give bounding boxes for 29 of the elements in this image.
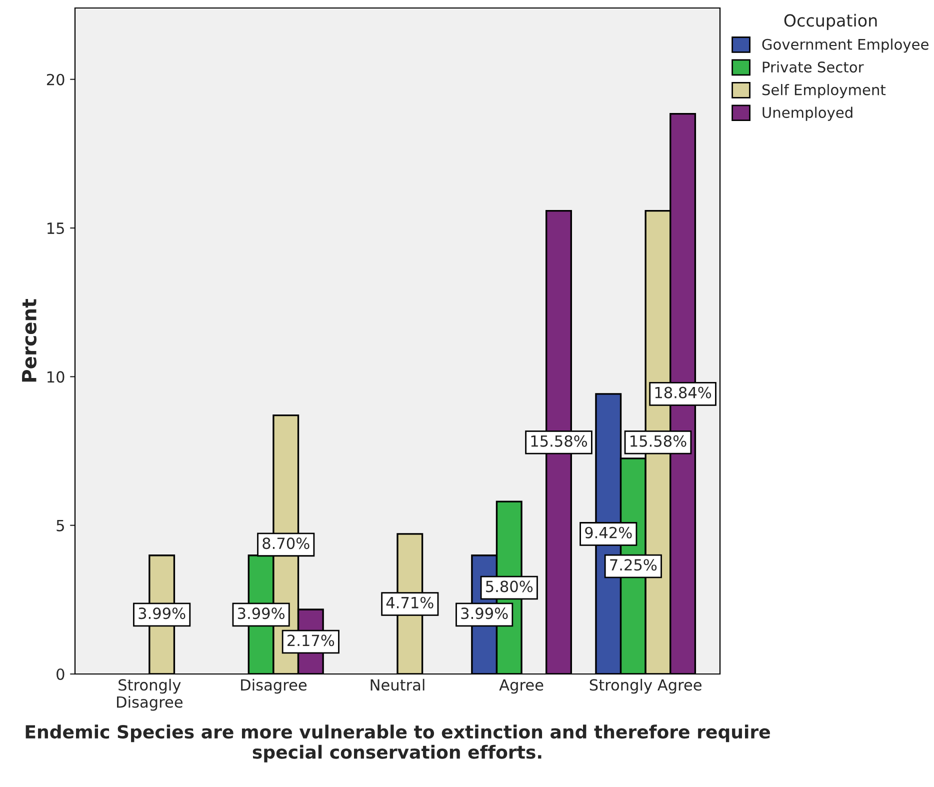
x-tick-label: Disagree	[241, 678, 307, 694]
data-label: 18.84%	[655, 386, 712, 398]
data-label: 3.99%	[461, 608, 508, 620]
data-label: 3.99%	[238, 608, 284, 620]
x-tick-label: Strongly Disagree	[117, 678, 182, 711]
y-tick-label: 0	[56, 668, 64, 680]
y-tick-label: 5	[56, 520, 64, 532]
data-label: 15.58%	[531, 435, 588, 447]
data-label: 8.70%	[262, 538, 310, 550]
data-label: 3.99%	[138, 608, 186, 620]
legend-label: Government Employee	[762, 38, 928, 53]
legend-label: Private Sector	[762, 61, 864, 73]
y-tick-label: 10	[48, 371, 64, 383]
legend-label: Unemployed	[762, 106, 852, 121]
legend-label: Self Employment	[762, 84, 886, 98]
legend-title: Occupation	[784, 14, 877, 30]
x-tick-label: Strongly Agree	[590, 678, 702, 694]
data-label: 9.42%	[585, 526, 632, 538]
y-axis-title: Percent	[22, 299, 37, 382]
data-label: 5.80%	[486, 580, 533, 592]
y-tick-label: 15	[48, 222, 64, 234]
x-tick-label: Neutral	[370, 678, 424, 691]
data-label: 2.17%	[288, 634, 334, 646]
data-label: 7.25%	[610, 559, 657, 571]
data-label: 15.58%	[630, 435, 686, 447]
data-label: 4.71%	[386, 596, 434, 608]
x-tick-label: Agree	[499, 679, 544, 694]
x-axis-title: Endemic Species are more vulnerable to extinction and therefore require special conservation efforts.	[26, 724, 770, 762]
y-tick-label: 20	[46, 74, 64, 86]
